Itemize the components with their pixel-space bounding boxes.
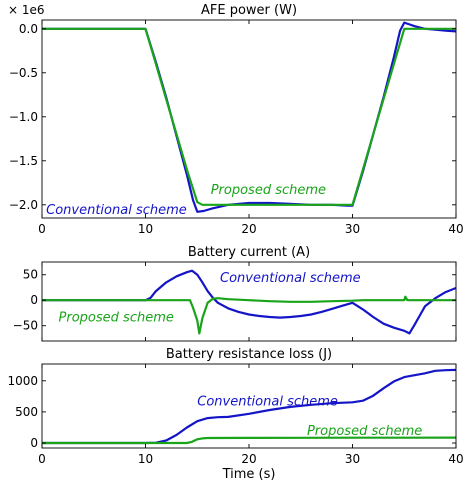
x-tick-label: 20 — [241, 452, 256, 466]
series-line-conventional — [42, 269, 456, 335]
chart-title: Battery resistance loss (J) — [166, 347, 332, 362]
series-line-conventional — [42, 368, 456, 445]
x-tick-label: 0 — [38, 222, 46, 236]
x-tick-label: 40 — [448, 452, 463, 466]
series-annotation: Conventional scheme — [220, 271, 361, 286]
y-tick-label: 50 — [23, 268, 38, 282]
series-annotation: Conventional scheme — [197, 395, 338, 410]
x-tick-label: 0 — [38, 452, 46, 466]
chart-panel-3: 0 10 20 30 40 0 500 1000 Battery resistance loss… — [7, 347, 463, 481]
y-tick-label: −50 — [13, 319, 38, 333]
series-line-proposed — [42, 27, 456, 206]
x-tick-label: 30 — [345, 222, 360, 236]
chart-title: Battery current (A) — [188, 245, 310, 260]
y-tick-label: 1000 — [7, 374, 38, 388]
x-axis-label: Time (s) — [222, 467, 276, 481]
series-line-proposed — [42, 295, 456, 335]
series-annotation: Conventional scheme — [46, 203, 187, 218]
y-tick-label: 0 — [30, 293, 38, 307]
y-tick-label: 0.0 — [19, 22, 38, 36]
y-tick-label: −1.0 — [9, 110, 38, 124]
x-tick-label: 30 — [345, 452, 360, 466]
chart-panel-2: 50 0 −50 Battery current (A) Conventional sc… — [13, 245, 457, 342]
series-line-proposed — [42, 436, 456, 445]
x-tick-label: 10 — [138, 222, 153, 236]
y-offset-label: × 1e6 — [8, 3, 45, 17]
y-tick-label: −1.5 — [9, 154, 38, 168]
x-tick-label: 10 — [138, 452, 153, 466]
y-tick-label: −0.5 — [9, 66, 38, 80]
y-tick-label: 500 — [15, 405, 38, 419]
y-tick-label: 0 — [30, 436, 38, 450]
x-tick-label: 40 — [448, 222, 463, 236]
chart-title: AFE power (W) — [201, 3, 297, 18]
x-tick-label: 20 — [241, 222, 256, 236]
series-annotation: Proposed scheme — [307, 424, 422, 439]
y-tick-label: −2.0 — [9, 198, 38, 212]
series-annotation: Proposed scheme — [211, 183, 326, 198]
chart-panel-1: 0 10 20 30 40 0.0 −0.5 −1.0 −1.5 −2.0 AFE power (W… — [8, 3, 464, 236]
series-annotation: Proposed scheme — [59, 311, 174, 326]
